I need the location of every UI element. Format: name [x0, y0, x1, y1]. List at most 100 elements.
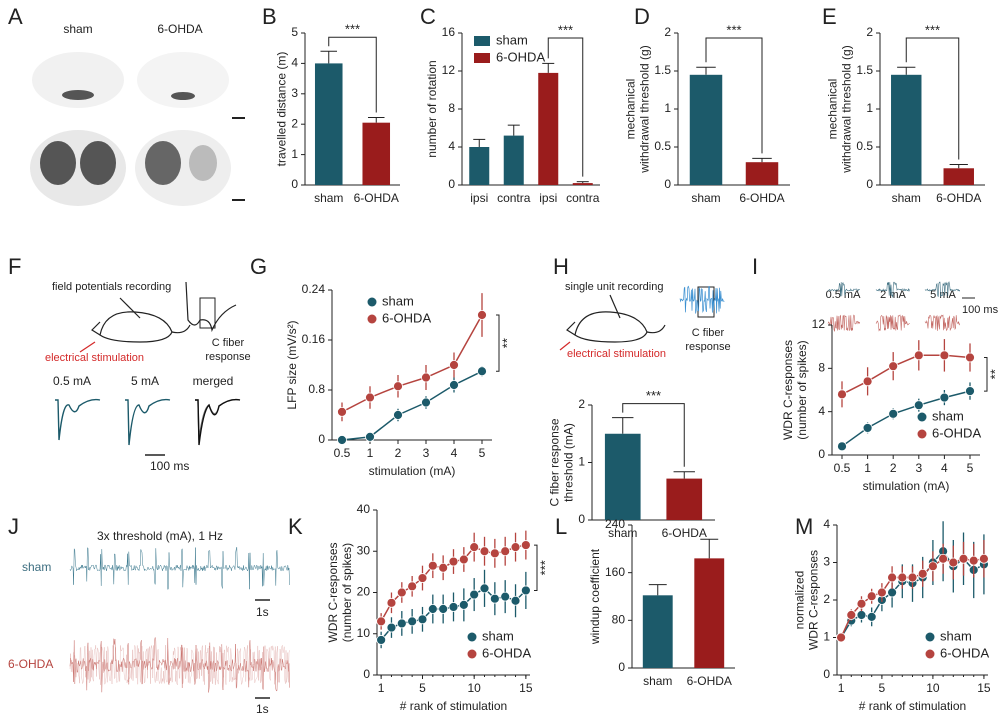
legend-label: 6-OHDA — [496, 49, 545, 64]
legend-marker — [367, 297, 377, 307]
x-tick-label: 6-OHDA — [687, 674, 732, 688]
legend-label: 6-OHDA — [382, 310, 431, 325]
point — [837, 441, 847, 452]
point — [939, 350, 950, 361]
x-tick-label: 15 — [977, 681, 991, 695]
legend-marker — [917, 412, 927, 422]
point — [421, 397, 431, 408]
y-tick-label: 1.5 — [654, 63, 671, 77]
y-tick-label: 0 — [664, 177, 671, 191]
x-tick-label: 6-OHDA — [936, 191, 981, 205]
bar — [604, 433, 641, 520]
y-tick-label: 30 — [357, 543, 371, 557]
point — [427, 560, 438, 571]
point — [965, 352, 975, 363]
point — [510, 542, 521, 553]
x-tick-label: 5 — [419, 681, 426, 695]
bar — [469, 147, 490, 185]
bar — [314, 63, 343, 185]
y-axis-label: mechanical — [825, 79, 839, 140]
point — [913, 350, 924, 361]
x-tick-label: 10 — [467, 681, 481, 695]
diagram-label: field potentials recording — [52, 281, 171, 293]
significance-label: ** — [499, 338, 514, 348]
panel-letter: J — [8, 514, 19, 539]
point — [948, 557, 959, 568]
point — [438, 604, 449, 614]
legend-swatch — [474, 36, 490, 46]
x-tick-label: 1 — [864, 461, 871, 475]
scale-label: 100 ms — [962, 304, 999, 316]
x-tick-label: 10 — [926, 681, 940, 695]
x-tick-label: 4 — [941, 461, 948, 475]
scale-label: 1s — [256, 605, 269, 619]
scale-label: 100 ms — [150, 459, 189, 473]
point — [448, 602, 459, 612]
slice-label: sham — [63, 22, 92, 36]
significance-label: *** — [558, 22, 573, 37]
y-tick-label: 0 — [291, 177, 298, 191]
series-line — [841, 354, 971, 395]
row-label: sham — [22, 560, 51, 574]
point — [449, 380, 459, 390]
point — [489, 548, 500, 559]
stim-line — [559, 341, 571, 351]
x-tick-label: 5 — [967, 461, 974, 475]
legend-label: 6-OHDA — [482, 645, 531, 660]
point — [393, 410, 403, 420]
bar — [503, 135, 524, 185]
point — [907, 572, 918, 583]
point — [500, 591, 511, 602]
point — [469, 589, 480, 600]
y-tick-label: 1 — [291, 147, 298, 161]
significance-bracket — [705, 37, 763, 154]
series-line — [341, 314, 483, 413]
x-tick-label: sham — [643, 674, 672, 688]
significance-bracket — [622, 403, 685, 467]
point — [968, 555, 979, 566]
bar — [745, 162, 779, 185]
point — [438, 562, 449, 573]
legend-label: 6-OHDA — [932, 425, 981, 440]
y-tick-label: 0.16 — [302, 332, 326, 346]
diagram-label: C fiber — [212, 337, 245, 349]
point — [979, 553, 989, 564]
x-tick-label: 0.5 — [334, 446, 351, 460]
legend-marker — [367, 314, 377, 324]
y-tick-label: 1 — [664, 101, 671, 115]
significance-bracket — [984, 357, 988, 392]
diagram-label: response — [205, 351, 250, 363]
y-tick-label: 8 — [448, 101, 455, 115]
mouse — [566, 294, 666, 343]
point — [458, 599, 469, 610]
y-axis-label: normalized — [792, 571, 806, 630]
y-tick-label: 0 — [363, 667, 370, 681]
y-tick-label: 0 — [318, 432, 325, 446]
y-axis-label: (number of spikes) — [795, 340, 809, 439]
point — [836, 632, 846, 643]
bar — [538, 72, 559, 185]
point — [888, 361, 899, 372]
y-tick-label: 40 — [357, 502, 371, 516]
point — [393, 381, 403, 392]
unit-trace — [875, 314, 910, 332]
scale-label: 1s — [256, 702, 269, 716]
point — [448, 556, 459, 567]
significance-label: *** — [925, 22, 940, 37]
y-tick-label: 0 — [823, 667, 830, 681]
point — [469, 542, 480, 553]
y-axis-label: mechanical — [623, 79, 637, 140]
point — [928, 561, 938, 572]
bar — [642, 595, 673, 668]
significance-bracket — [534, 544, 538, 591]
legend-label: sham — [940, 628, 972, 643]
bar — [689, 74, 723, 185]
lfp-trace — [55, 398, 101, 441]
panel-letter: G — [250, 254, 267, 279]
point — [866, 611, 877, 622]
bar — [362, 122, 391, 185]
y-tick-label: 2 — [664, 25, 671, 39]
x-tick-label: 3 — [423, 446, 430, 460]
y-tick-label: 1 — [866, 101, 873, 115]
